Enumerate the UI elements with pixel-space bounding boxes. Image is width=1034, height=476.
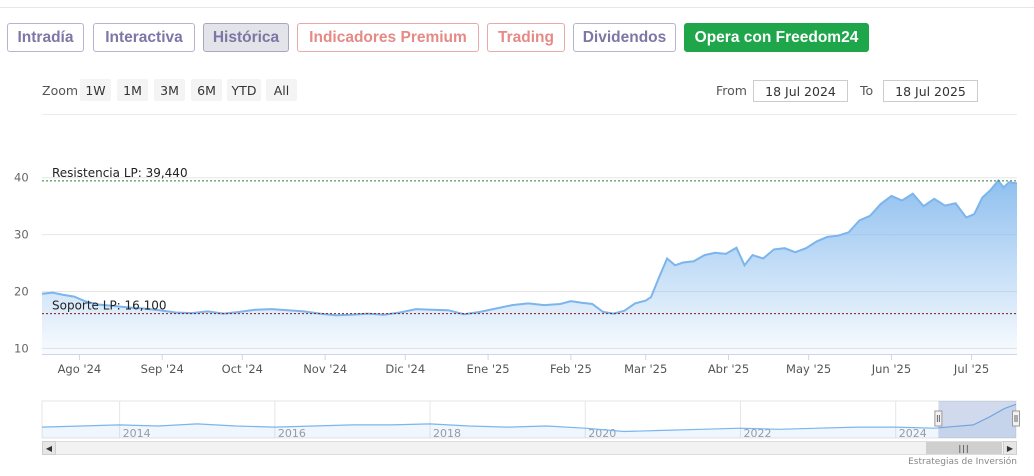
- from-label: From: [716, 83, 747, 98]
- navigator-handle-right[interactable]: [1012, 410, 1020, 427]
- x-tick-label: Feb '25: [550, 362, 592, 376]
- y-tick-label: 20: [14, 284, 29, 298]
- zoom-6m-button[interactable]: 6M: [191, 79, 222, 101]
- tab-intradia[interactable]: Intradía: [7, 23, 84, 52]
- to-label: To: [860, 83, 874, 98]
- x-tick-label: Ene '25: [467, 362, 510, 376]
- from-date-input[interactable]: 18 Jul 2024: [753, 80, 848, 102]
- zoom-1m-button[interactable]: 1M: [117, 79, 148, 101]
- zoom-label: Zoom: [42, 83, 79, 98]
- navigator-handle-left[interactable]: [934, 410, 943, 427]
- x-tick-label: Ago '24: [58, 362, 102, 376]
- y-tick-label: 30: [14, 228, 29, 242]
- navigator-year-label: 2018: [433, 427, 461, 440]
- tab-interactiva[interactable]: Interactiva: [93, 23, 195, 52]
- x-tick-label: Oct '24: [222, 362, 263, 376]
- x-tick-label: Dic '24: [385, 362, 425, 376]
- zoom-ytd-button[interactable]: YTD: [227, 79, 261, 101]
- x-tick-label: Jun '25: [871, 362, 911, 376]
- x-tick-label: May '25: [786, 362, 831, 376]
- top-divider: [0, 7, 1034, 8]
- tab-dividendos[interactable]: Dividendos: [573, 23, 676, 52]
- zoom-all-button[interactable]: All: [266, 79, 297, 101]
- controls-divider: [42, 114, 1017, 115]
- navigator-year-label: 2024: [899, 427, 927, 440]
- navigator-year-label: 2022: [743, 427, 771, 440]
- navigator-selection: [938, 401, 1016, 438]
- navigator-line: [41, 403, 1017, 433]
- support-label: Soporte LP: 16,100: [52, 299, 167, 313]
- x-tick-label: Nov '24: [303, 362, 347, 376]
- chart-credits: Estrategias de Inversión: [908, 457, 1017, 467]
- tab-indicadores-premium[interactable]: Indicadores Premium: [297, 23, 479, 52]
- tab-trading[interactable]: Trading: [487, 23, 565, 52]
- x-tick-label: Mar '25: [624, 362, 667, 376]
- scroll-left-arrow[interactable]: ◀: [42, 441, 56, 455]
- navigator-chart[interactable]: 201420162018202020222024: [0, 398, 1034, 442]
- resistance-label: Resistencia LP: 39,440: [52, 166, 188, 180]
- scrollbar-track[interactable]: [42, 441, 1016, 455]
- navigator-year-label: 2016: [278, 427, 306, 440]
- price-area: [42, 180, 1017, 354]
- zoom-1w-button[interactable]: 1W: [80, 79, 111, 101]
- freedom24-button[interactable]: Opera con Freedom24: [684, 23, 869, 52]
- x-tick-label: Sep '24: [141, 362, 184, 376]
- navigator-year-label: 2014: [123, 427, 151, 440]
- y-tick-label: 40: [14, 171, 29, 185]
- to-date-input[interactable]: 18 Jul 2025: [883, 80, 978, 102]
- zoom-3m-button[interactable]: 3M: [154, 79, 185, 101]
- scrollbar-thumb[interactable]: |||: [926, 442, 1002, 454]
- x-tick-label: Abr '25: [708, 362, 749, 376]
- price-chart[interactable]: 10 20 30 40 Ago '24 Sep '24 Oct '24 Nov '24 Dic …: [0, 140, 1034, 380]
- price-line: [41, 179, 1018, 317]
- x-tick-label: Jul '25: [953, 362, 989, 376]
- y-tick-label: 10: [14, 341, 29, 355]
- tab-historica[interactable]: Histórica: [203, 23, 289, 52]
- scroll-right-arrow[interactable]: ▶: [1003, 441, 1017, 455]
